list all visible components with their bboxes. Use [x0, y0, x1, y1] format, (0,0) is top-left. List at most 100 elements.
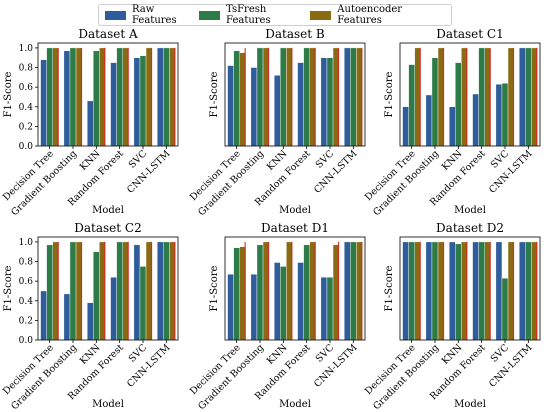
- x-tick-label: CNN-LSTM: [125, 342, 173, 390]
- legend-label-tsfresh: TsFresh Features: [226, 4, 271, 26]
- bar-accent-line: [244, 241, 246, 340]
- legend-swatch-tsfresh: [199, 10, 221, 20]
- bar-accent-line: [267, 47, 270, 146]
- bar-accent-line: [442, 47, 445, 146]
- bar-accent-line: [512, 241, 515, 340]
- bar-tsfresh: [431, 57, 439, 147]
- bar-tsfresh: [350, 47, 357, 147]
- bar-tsfresh: [46, 47, 53, 147]
- y-tick-label: 0.8: [19, 64, 34, 74]
- x-axis-label: Model: [92, 205, 124, 216]
- bar-raw: [519, 241, 526, 341]
- bar-tsfresh: [139, 55, 147, 147]
- y-tick-label: 0.2: [19, 122, 33, 132]
- x-tick-label: CNN-LSTM: [312, 342, 360, 390]
- y-axis-label: F1-Score: [384, 71, 395, 117]
- bar-accent-line: [150, 241, 153, 340]
- panel-title: Dataset D2: [436, 221, 504, 235]
- bar-accent-line: [174, 47, 176, 146]
- bar-raw: [250, 274, 258, 341]
- y-tick-label: 1.0: [19, 238, 34, 248]
- bar-accent-line: [104, 47, 106, 146]
- x-axis-label: Model: [92, 399, 124, 410]
- bar-raw: [227, 65, 234, 147]
- bar-accent-line: [337, 47, 340, 146]
- bar-accent-line: [489, 241, 491, 340]
- bar-accent-line: [442, 241, 445, 340]
- bar-raw: [402, 106, 409, 147]
- legend-swatch-raw: [105, 10, 127, 20]
- bar-raw: [274, 262, 281, 341]
- panel-title: Dataset B: [265, 27, 325, 41]
- legend-item-autoencoder: Autoencoder Features: [310, 4, 445, 26]
- bar-accent-line: [489, 47, 491, 146]
- bar-tsfresh: [163, 241, 170, 341]
- bar-raw: [227, 274, 234, 341]
- y-tick-label: 0.8: [19, 258, 34, 268]
- bar-raw: [425, 94, 433, 147]
- bar-tsfresh: [455, 243, 462, 341]
- bar-raw: [133, 57, 141, 147]
- bar-accent-line: [80, 47, 83, 146]
- legend-item-tsfresh: TsFresh Features: [199, 4, 310, 26]
- bar-tsfresh: [93, 251, 100, 341]
- y-tick-label: 0.6: [19, 277, 34, 287]
- legend-label-autoencoder: Autoencoder Features: [337, 4, 403, 26]
- y-tick-label: 1.0: [19, 44, 34, 54]
- y-tick-label: 0.4: [19, 297, 34, 307]
- legend-label-raw: Raw Features: [132, 4, 177, 26]
- panel-frame: [37, 42, 179, 147]
- y-tick-label: 0.0: [19, 336, 34, 346]
- bar-raw: [63, 50, 71, 147]
- bar-tsfresh: [280, 47, 287, 147]
- bar-tsfresh: [139, 266, 147, 341]
- bar-raw: [110, 62, 117, 147]
- y-axis-label: F1-Score: [3, 71, 14, 117]
- bar-raw: [320, 57, 328, 147]
- bar-accent-line: [536, 47, 538, 146]
- bar-accent-line: [267, 241, 270, 340]
- bar-raw: [425, 241, 433, 341]
- bar-accent-line: [337, 241, 340, 340]
- bar-tsfresh: [116, 47, 123, 147]
- bar-tsfresh: [326, 277, 334, 341]
- bar-tsfresh: [525, 241, 532, 341]
- x-axis-label: Model: [454, 205, 486, 216]
- panel-title: Dataset C2: [74, 221, 141, 235]
- bar-accent-line: [536, 241, 538, 340]
- bar-accent-line: [419, 241, 421, 340]
- bar-tsfresh: [233, 247, 240, 341]
- x-tick-label: CNN-LSTM: [487, 148, 535, 196]
- bar-tsfresh: [478, 47, 485, 147]
- x-axis-label: Model: [279, 399, 311, 410]
- panel-title: Dataset D1: [261, 221, 329, 235]
- bar-raw: [495, 241, 503, 341]
- bar-tsfresh: [163, 47, 170, 147]
- y-axis-label: F1-Score: [209, 265, 220, 311]
- legend-swatch-autoencoder: [310, 10, 332, 20]
- bar-tsfresh: [69, 241, 77, 341]
- bar-accent-line: [244, 47, 246, 146]
- bar-tsfresh: [46, 244, 53, 341]
- bar-tsfresh: [280, 266, 287, 341]
- bar-raw: [297, 62, 304, 147]
- bar-raw: [250, 67, 258, 147]
- bar-tsfresh: [478, 241, 485, 341]
- bar-tsfresh: [69, 47, 77, 147]
- bar-accent-line: [512, 47, 515, 146]
- panel-title: Dataset A: [78, 27, 138, 41]
- y-tick-label: 0.4: [19, 103, 34, 113]
- panel-frame: [399, 236, 541, 341]
- bar-raw: [157, 241, 164, 341]
- bar-tsfresh: [116, 241, 123, 341]
- bar-tsfresh: [326, 57, 334, 147]
- bar-tsfresh: [455, 62, 462, 147]
- bar-accent-line: [419, 47, 421, 146]
- bar-tsfresh: [431, 241, 439, 341]
- bar-raw: [40, 59, 47, 147]
- bar-raw: [344, 47, 351, 147]
- bar-raw: [344, 241, 351, 341]
- panel-title: Dataset C1: [436, 27, 503, 41]
- bar-accent-line: [127, 47, 129, 146]
